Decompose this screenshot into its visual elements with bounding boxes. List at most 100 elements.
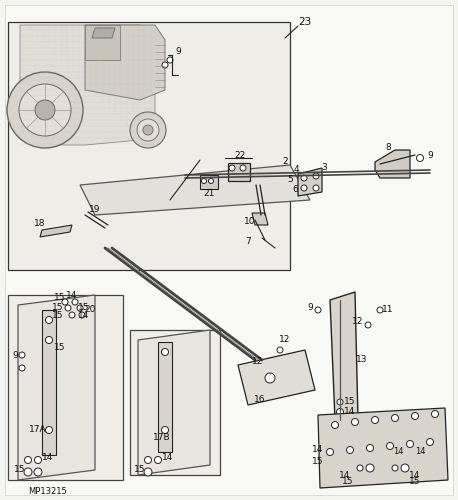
Text: 23: 23 <box>298 17 311 27</box>
Text: 17A: 17A <box>29 426 47 434</box>
Circle shape <box>337 408 344 416</box>
Polygon shape <box>80 165 310 215</box>
Polygon shape <box>375 150 410 178</box>
Circle shape <box>357 465 363 471</box>
Text: 4: 4 <box>293 166 299 174</box>
Text: 14: 14 <box>393 448 403 456</box>
Circle shape <box>229 165 235 171</box>
Circle shape <box>19 365 25 371</box>
Circle shape <box>34 456 42 464</box>
Circle shape <box>162 62 168 68</box>
Text: 5: 5 <box>287 176 293 184</box>
Text: 10: 10 <box>244 218 256 226</box>
Circle shape <box>426 438 434 446</box>
Text: 8: 8 <box>385 144 391 152</box>
Text: 6: 6 <box>292 186 298 194</box>
Circle shape <box>327 448 333 456</box>
Bar <box>158 342 172 452</box>
Circle shape <box>145 456 152 464</box>
Circle shape <box>301 185 307 191</box>
Circle shape <box>143 125 153 135</box>
Text: 14: 14 <box>409 470 421 480</box>
Circle shape <box>130 112 166 148</box>
Text: 14: 14 <box>312 446 324 454</box>
Text: 15: 15 <box>54 294 66 302</box>
Text: 15: 15 <box>312 458 324 466</box>
Circle shape <box>45 426 53 434</box>
Bar <box>42 310 56 455</box>
Circle shape <box>332 422 338 428</box>
Text: 12: 12 <box>252 358 264 366</box>
Circle shape <box>265 373 275 383</box>
Circle shape <box>154 456 162 464</box>
Circle shape <box>7 72 83 148</box>
Text: 14: 14 <box>42 454 54 462</box>
Circle shape <box>407 440 414 448</box>
Circle shape <box>35 100 55 120</box>
Circle shape <box>202 178 207 184</box>
Text: 9: 9 <box>175 48 181 56</box>
Circle shape <box>65 305 71 311</box>
Polygon shape <box>85 25 120 60</box>
Circle shape <box>392 414 398 422</box>
Text: 22: 22 <box>234 150 245 160</box>
Circle shape <box>144 468 152 476</box>
Circle shape <box>411 412 419 420</box>
Polygon shape <box>238 350 315 405</box>
Circle shape <box>347 446 354 454</box>
Circle shape <box>240 165 246 171</box>
Circle shape <box>137 119 159 141</box>
Circle shape <box>365 322 371 328</box>
Bar <box>200 175 218 189</box>
Text: 18: 18 <box>34 220 46 228</box>
Bar <box>130 330 220 475</box>
Circle shape <box>392 465 398 471</box>
Text: 15: 15 <box>78 304 90 312</box>
Text: 2: 2 <box>282 158 288 166</box>
Circle shape <box>162 348 169 356</box>
Text: 14: 14 <box>66 292 78 300</box>
Polygon shape <box>92 28 115 38</box>
Text: 15: 15 <box>344 398 356 406</box>
Circle shape <box>315 307 321 313</box>
Text: 14: 14 <box>339 470 351 480</box>
Circle shape <box>351 418 359 426</box>
Circle shape <box>45 316 53 324</box>
Polygon shape <box>318 408 448 488</box>
Polygon shape <box>252 213 268 225</box>
Text: 12: 12 <box>279 336 291 344</box>
Polygon shape <box>330 292 358 420</box>
Circle shape <box>34 468 42 476</box>
Circle shape <box>277 347 283 353</box>
Text: 14: 14 <box>78 312 90 320</box>
Polygon shape <box>18 295 95 480</box>
Text: 12: 12 <box>352 318 364 326</box>
Polygon shape <box>85 25 165 100</box>
Text: 15: 15 <box>54 344 66 352</box>
Circle shape <box>401 464 409 472</box>
Text: 15: 15 <box>52 304 64 312</box>
Circle shape <box>62 299 68 305</box>
Polygon shape <box>20 25 155 145</box>
Polygon shape <box>298 168 322 196</box>
Text: 15: 15 <box>52 312 64 320</box>
Circle shape <box>208 178 213 184</box>
Circle shape <box>377 307 383 313</box>
Text: 14: 14 <box>162 454 174 462</box>
Circle shape <box>371 416 378 424</box>
Text: 16: 16 <box>254 396 266 404</box>
Text: 20: 20 <box>84 306 96 314</box>
Circle shape <box>366 444 374 452</box>
Text: 7: 7 <box>245 238 251 246</box>
Text: 15: 15 <box>14 466 26 474</box>
Circle shape <box>77 305 83 311</box>
Circle shape <box>162 426 169 434</box>
Text: 9: 9 <box>427 150 433 160</box>
Text: 21: 21 <box>203 188 215 198</box>
Text: 9: 9 <box>307 304 313 312</box>
Polygon shape <box>40 225 72 237</box>
Circle shape <box>301 175 307 181</box>
Circle shape <box>45 336 53 344</box>
Polygon shape <box>138 330 210 475</box>
Circle shape <box>72 299 78 305</box>
